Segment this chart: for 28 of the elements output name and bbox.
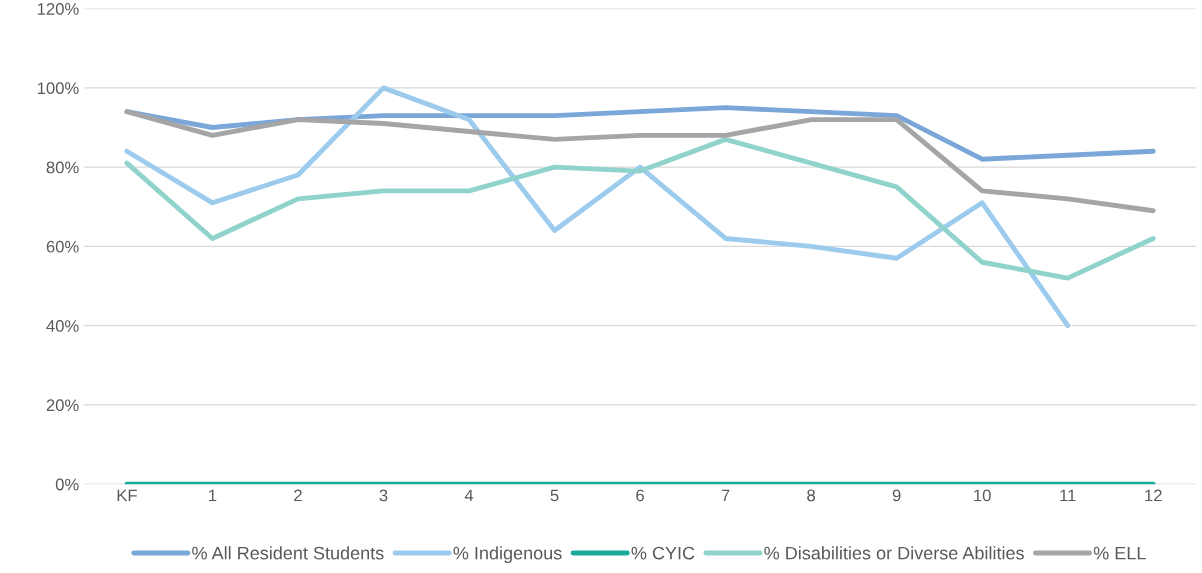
y-tick-label: 80% xyxy=(46,161,79,174)
x-tick-label: 5 xyxy=(550,489,559,502)
x-tick-label: 8 xyxy=(807,489,816,502)
y-tick-label: 40% xyxy=(46,320,79,332)
legend-label: % Disabilities or Diverse Abilities xyxy=(764,546,1024,560)
x-tick-label: 1 xyxy=(209,489,217,502)
x-tick-label: 10 xyxy=(974,489,991,502)
x-tick-label: KF xyxy=(117,489,137,502)
y-tick-label: 60% xyxy=(46,240,79,253)
x-tick-label: 12 xyxy=(1145,489,1162,502)
x-tick-label: 6 xyxy=(636,489,644,502)
line-series xyxy=(124,136,1156,281)
y-tick-label: 120% xyxy=(37,3,79,15)
x-tick-label: 2 xyxy=(294,489,302,502)
line-series xyxy=(124,109,1156,214)
x-tick-label: 4 xyxy=(464,489,474,502)
x-tick-label: 7 xyxy=(721,489,730,502)
x-tick-label: 3 xyxy=(379,489,388,502)
y-tick-label: 0% xyxy=(55,478,79,491)
legend-label: % Indigenous xyxy=(453,546,562,564)
line-series xyxy=(124,85,1071,329)
legend-label: % ELL xyxy=(1093,546,1146,560)
x-tick-label: 11 xyxy=(1060,489,1076,502)
legend-label: % All Resident Students xyxy=(192,546,384,560)
y-tick-label: 100% xyxy=(37,82,79,95)
x-tick-label: 9 xyxy=(892,489,901,502)
legend-label: % CYIC xyxy=(631,546,695,560)
y-tick-label: 20% xyxy=(46,399,79,412)
